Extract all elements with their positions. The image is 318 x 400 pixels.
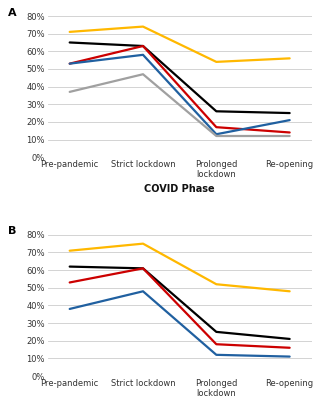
Text: B: B	[8, 226, 17, 236]
X-axis label: COVID Phase: COVID Phase	[144, 184, 215, 194]
Text: A: A	[8, 8, 17, 18]
